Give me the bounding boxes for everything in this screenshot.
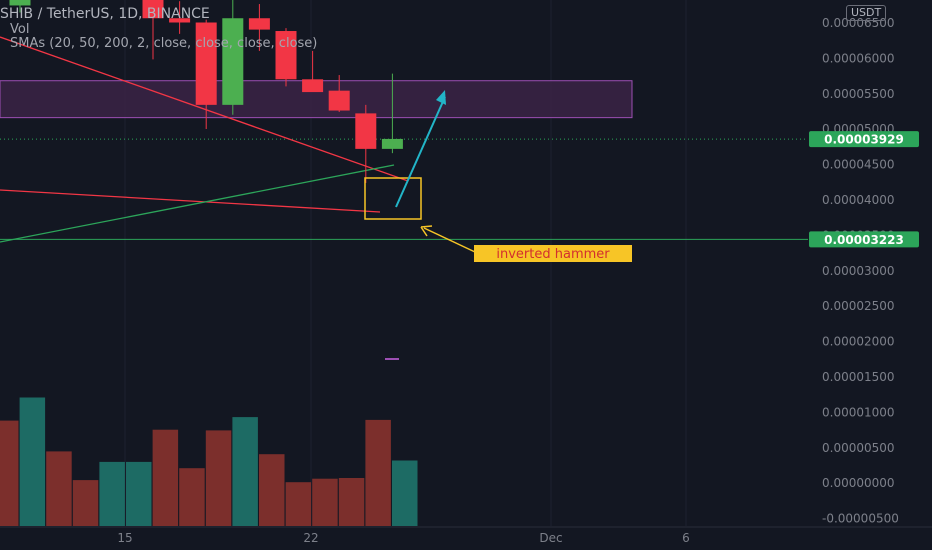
volume-bar [392, 460, 418, 526]
volume-bar [365, 419, 391, 526]
annotation-pointer [423, 227, 476, 253]
pointer-head [420, 225, 433, 237]
volume-bar [179, 468, 205, 526]
volume-indicator-label: Vol [10, 22, 30, 37]
volume-bar [285, 482, 312, 526]
volume-bar [259, 454, 285, 526]
annotation-label-bg [474, 245, 632, 262]
trend-lines [0, 36, 409, 243]
descending-trendline [0, 36, 409, 182]
y-tick-label: 0.00006500 [822, 16, 895, 30]
price-axis[interactable]: 0.000065000.000060000.000055000.00005000… [822, 16, 899, 526]
candle-body [169, 18, 191, 23]
x-tick-label: 6 [682, 531, 690, 545]
y-tick-label: 0.00001000 [822, 405, 895, 419]
candle-body [9, 0, 31, 6]
volume-bar [0, 420, 19, 526]
y-tick-label: 0.00003000 [822, 264, 895, 278]
price-level-lines [0, 138, 808, 240]
volume-bar [232, 417, 258, 526]
volume-bar [72, 480, 99, 526]
x-tick-label: 22 [303, 531, 318, 545]
candle-body [222, 18, 244, 105]
candle-body [381, 138, 403, 149]
volume-bar [19, 397, 46, 526]
volume-bar [152, 429, 179, 526]
annotation-label: inverted hammer [496, 247, 610, 262]
candle-body [248, 18, 270, 30]
candle-body [275, 31, 297, 80]
y-tick-label: 0.00000000 [822, 476, 895, 490]
projection-arrow [395, 96, 446, 208]
candle-body [302, 79, 324, 93]
time-axis[interactable]: 15 22 Dec 6 [0, 526, 932, 545]
y-tick-label: 0.00005500 [822, 87, 895, 101]
y-tick-label: 0.00000500 [822, 441, 895, 455]
volume-bar [126, 461, 152, 526]
volume-bar [99, 461, 125, 526]
y-tick-label: -0.00000500 [822, 512, 899, 526]
candle-body [355, 113, 377, 149]
volume-bar [205, 430, 232, 526]
support-trendline [0, 189, 381, 213]
arrow-head [436, 90, 446, 105]
candle-highlight-box [364, 177, 422, 220]
candlesticks [9, 0, 403, 183]
y-tick-label: 0.00002000 [822, 335, 895, 349]
y-tick-label: 0.00006000 [822, 51, 895, 65]
y-tick-label: 0.00004000 [822, 193, 895, 207]
currency-badge[interactable]: USDT [846, 5, 887, 21]
symbol-title: SHIB / TetherUS, 1D, BINANCE [0, 6, 210, 22]
annotations: inverted hammer [364, 90, 632, 262]
sma-line [0, 164, 395, 243]
sma-indicator-label: SMAs (20, 50, 200, 2, close, close, clos… [10, 36, 318, 51]
candle-body [195, 22, 217, 105]
volume-bar [46, 451, 72, 526]
volume-bars [0, 358, 418, 526]
y-tick-label: 0.00004500 [822, 158, 895, 172]
volume-bar [338, 478, 365, 526]
price-tag-bg [809, 231, 919, 248]
y-tick-label: 0.00001500 [822, 370, 895, 384]
x-tick-label: 15 [117, 531, 132, 545]
volume-bar [312, 478, 338, 526]
candle-body [328, 90, 350, 111]
y-tick-label: 0.00002500 [822, 299, 895, 313]
price-tag-label: 0.00003929 [824, 133, 904, 147]
candle-body [142, 0, 164, 19]
indicator-mark [385, 358, 399, 360]
price-tag-label: 0.00003223 [824, 233, 904, 247]
x-tick-label: Dec [539, 531, 562, 545]
price-tag-bg [809, 131, 919, 148]
